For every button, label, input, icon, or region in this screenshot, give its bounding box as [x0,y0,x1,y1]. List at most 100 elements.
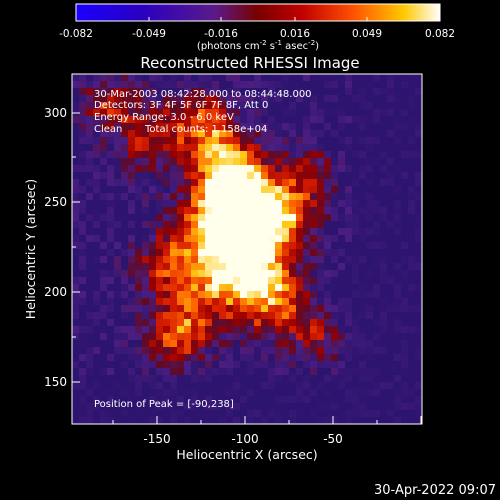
heatmap-pixel [394,270,402,278]
heatmap-pixel [282,340,290,348]
heatmap-pixel [331,242,339,250]
heatmap-pixel [170,235,178,243]
heatmap-pixel [177,249,185,257]
heatmap-pixel [100,312,108,320]
heatmap-pixel [170,305,178,313]
heatmap-pixel [289,277,297,285]
heatmap-pixels [72,74,423,425]
heatmap-pixel [296,179,304,187]
heatmap-pixel [345,298,353,306]
heatmap-pixel [226,403,234,411]
heatmap-pixel [240,207,248,215]
heatmap-pixel [254,389,262,397]
heatmap-pixel [100,137,108,145]
heatmap-pixel [303,165,311,173]
heatmap-pixel [268,326,276,334]
heatmap-pixel [240,151,248,159]
heatmap-pixel [394,88,402,96]
heatmap-pixel [352,298,360,306]
heatmap-pixel [310,326,318,334]
heatmap-pixel [338,151,346,159]
heatmap-pixel [261,207,269,215]
heatmap-pixel [352,179,360,187]
heatmap-pixel [380,284,388,292]
heatmap-pixel [93,361,101,369]
heatmap-pixel [170,109,178,117]
heatmap-pixel [135,221,143,229]
heatmap-pixel [163,284,171,292]
heatmap-pixel [226,256,234,264]
heatmap-pixel [289,193,297,201]
heatmap-pixel [240,88,248,96]
heatmap-pixel [303,158,311,166]
heatmap-pixel [261,396,269,404]
heatmap-pixel [86,277,94,285]
heatmap-pixel [184,361,192,369]
heatmap-pixel [380,375,388,383]
heatmap-pixel [366,151,374,159]
heatmap-pixel [247,256,255,264]
heatmap-pixel [366,326,374,334]
heatmap-pixel [380,326,388,334]
heatmap-pixel [394,186,402,194]
heatmap-pixel [338,340,346,348]
heatmap-pixel [114,116,122,124]
heatmap-pixel [240,263,248,271]
heatmap-pixel [184,74,192,82]
heatmap-pixel [275,193,283,201]
heatmap-pixel [191,347,199,355]
heatmap-pixel [296,263,304,271]
heatmap-pixel [198,291,206,299]
heatmap-pixel [163,102,171,110]
heatmap-pixel [373,109,381,117]
heatmap-pixel [233,123,241,131]
heatmap-pixel [254,81,262,89]
heatmap-pixel [359,403,367,411]
heatmap-pixel [72,81,80,89]
heatmap-pixel [254,340,262,348]
heatmap-pixel [163,130,171,138]
heatmap-pixel [345,403,353,411]
heatmap-pixel [219,389,227,397]
heatmap-pixel [317,347,325,355]
heatmap-pixel [338,123,346,131]
heatmap-pixel [135,354,143,362]
heatmap-pixel [338,214,346,222]
heatmap-pixel [310,319,318,327]
heatmap-pixel [275,389,283,397]
heatmap-pixel [401,88,409,96]
heatmap-pixel [86,319,94,327]
heatmap-pixel [177,319,185,327]
heatmap-pixel [338,270,346,278]
heatmap-pixel [86,305,94,313]
colorbar-tick-label: -0.016 [204,28,238,40]
info-detectors: Detectors: 3F 4F 5F 6F 7F 8F, Att 0 [94,100,268,111]
heatmap-pixel [240,270,248,278]
heatmap-pixel [338,74,346,82]
heatmap-pixel [72,403,80,411]
heatmap-pixel [121,256,129,264]
heatmap-pixel [205,312,213,320]
heatmap-pixel [163,417,171,425]
heatmap-pixel [401,396,409,404]
heatmap-pixel [128,291,136,299]
heatmap-pixel [352,333,360,341]
heatmap-pixel [156,88,164,96]
heatmap-pixel [205,326,213,334]
heatmap-pixel [149,235,157,243]
heatmap-pixel [156,158,164,166]
heatmap-pixel [289,403,297,411]
heatmap-pixel [317,81,325,89]
heatmap-pixel [338,305,346,313]
heatmap-pixel [79,242,87,250]
heatmap-pixel [254,172,262,180]
heatmap-pixel [72,284,80,292]
heatmap-pixel [135,130,143,138]
heatmap-pixel [198,347,206,355]
heatmap-pixel [184,347,192,355]
heatmap-pixel [247,319,255,327]
heatmap-pixel [156,410,164,418]
heatmap-pixel [114,333,122,341]
heatmap-pixel [212,417,220,425]
heatmap-pixel [156,228,164,236]
